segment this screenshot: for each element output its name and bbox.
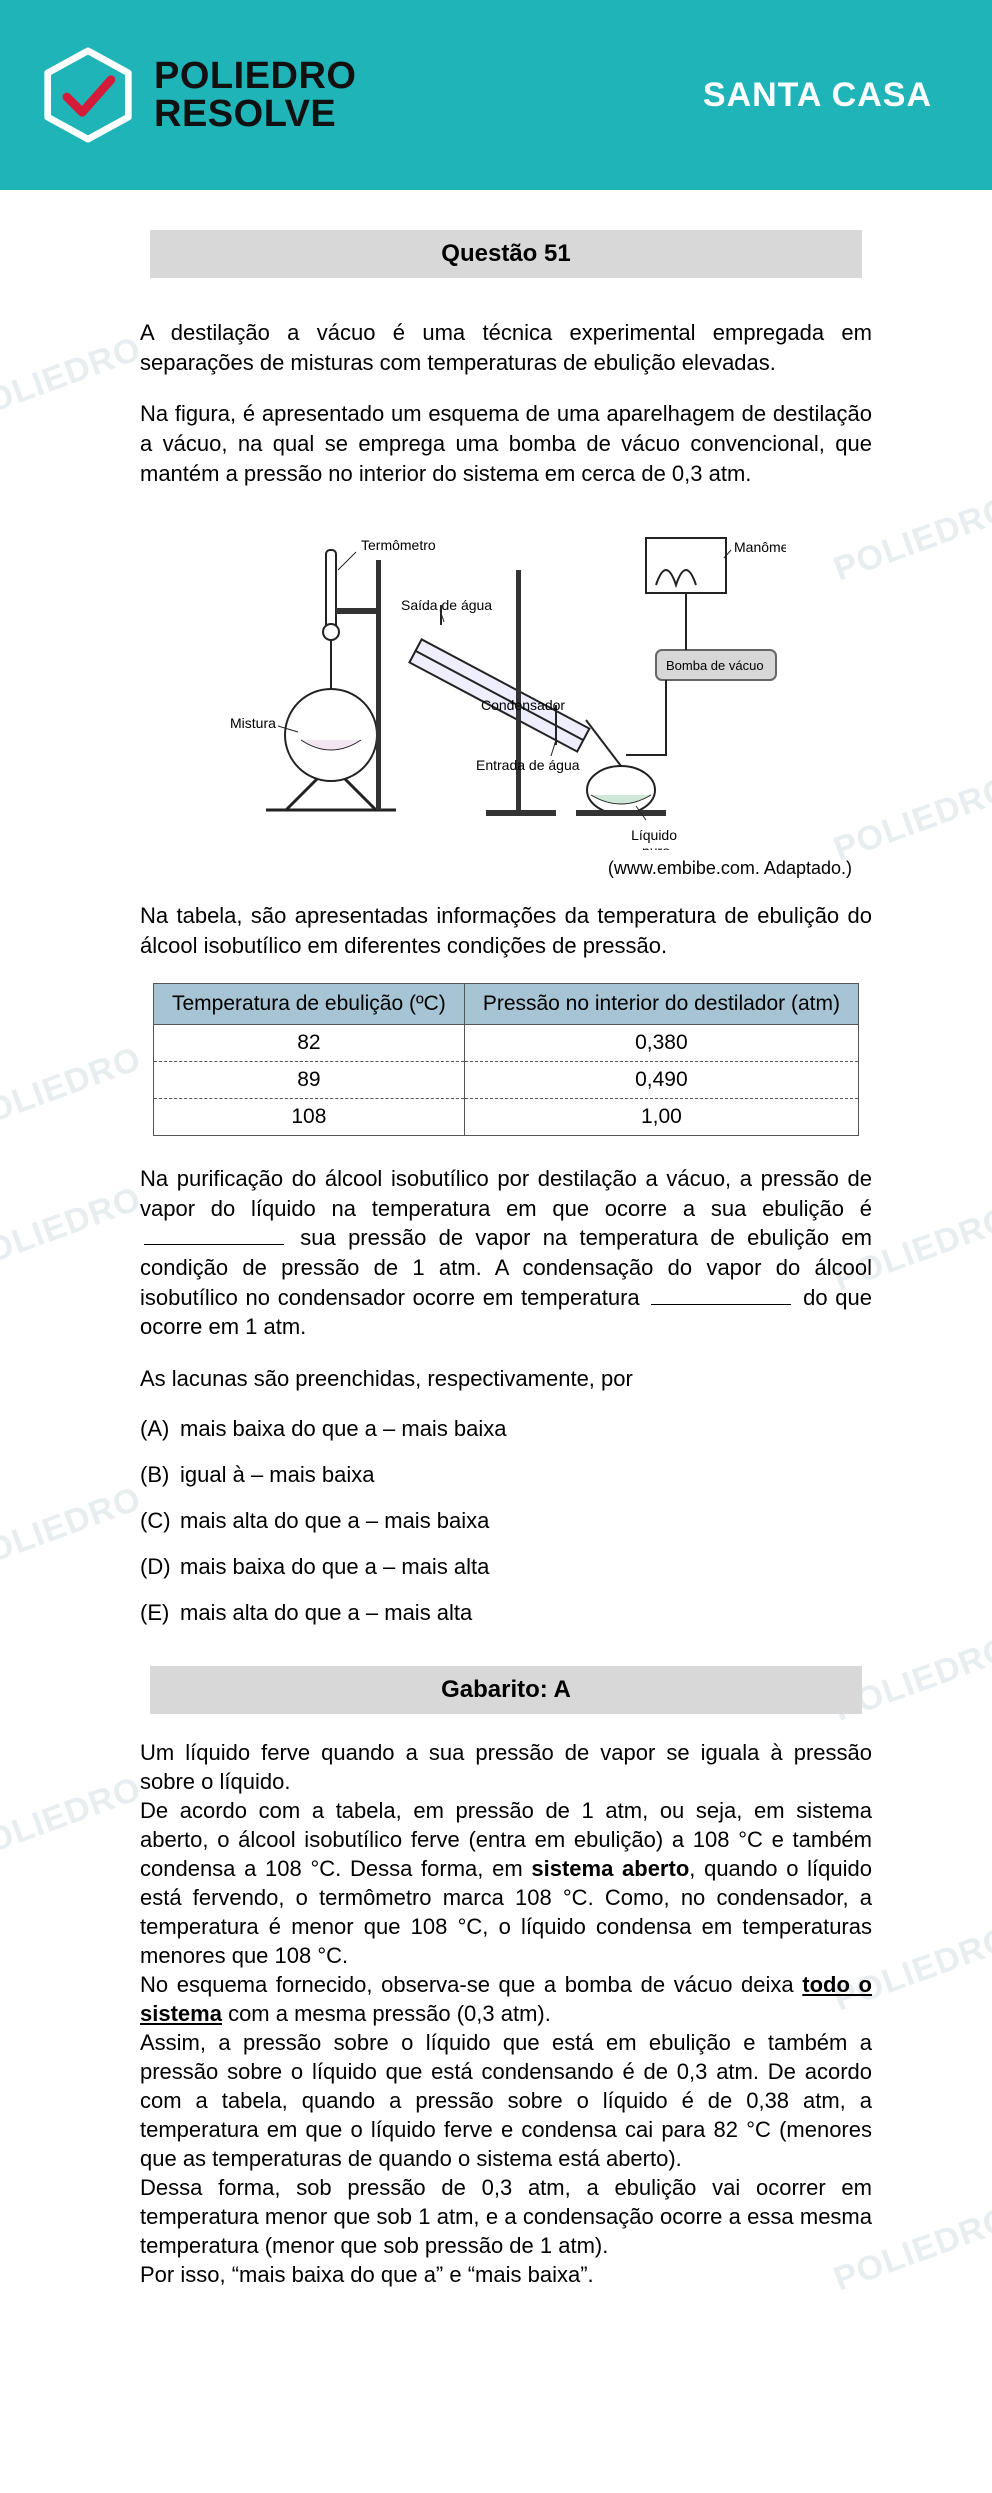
option-c: (C)mais alta do que a – mais baixa (140, 1508, 872, 1534)
label-condensador: Condensador (481, 697, 565, 713)
brand-line1: POLIEDRO (154, 57, 356, 95)
blank-1 (144, 1244, 284, 1245)
p4-pre: Na purificação do álcool isobutílico por… (140, 1166, 872, 1221)
paragraph-3: Na tabela, são apresentadas informações … (140, 901, 872, 960)
label-entrada-agua: Entrada de água (476, 757, 580, 773)
svg-text:Líquido puro: Líquido puro (631, 827, 681, 850)
brand-line2: RESOLVE (154, 95, 356, 133)
question-title: Questão 51 (150, 230, 862, 278)
brand-logo: POLIEDRO RESOLVE (40, 47, 356, 143)
options-list: (A)mais baixa do que a – mais baixa (B)i… (140, 1416, 872, 1626)
explanation-text: Um líquido ferve quando a sua pressão de… (140, 1738, 872, 2290)
header-bar: POLIEDRO RESOLVE SANTA CASA (0, 0, 992, 190)
boiling-point-table: Temperatura de ebulição (ºC) Pressão no … (153, 983, 859, 1136)
option-d: (D)mais baixa do que a – mais alta (140, 1554, 872, 1580)
p4-mid: sua pressão de vapor na temperatura de e… (140, 1225, 872, 1309)
label-termometro: Termômetro (361, 537, 436, 553)
hexagon-check-icon (40, 47, 136, 143)
options-lead: As lacunas são preenchidas, respectivame… (140, 1364, 872, 1394)
table-row: 89 0,490 (154, 1061, 859, 1098)
diagram-caption: (www.embibe.com. Adaptado.) (140, 858, 872, 879)
option-a: (A)mais baixa do que a – mais baixa (140, 1416, 872, 1442)
table-header-temp: Temperatura de ebulição (ºC) (154, 983, 465, 1024)
option-e: (E)mais alta do que a – mais alta (140, 1600, 872, 1626)
label-mistura: Mistura (230, 715, 276, 731)
paragraph-1: A destilação a vácuo é uma técnica exper… (140, 318, 872, 377)
exam-name: SANTA CASA (703, 76, 932, 115)
table-row: 82 0,380 (154, 1024, 859, 1061)
label-saida-agua: Saída de água (401, 597, 492, 613)
paragraph-2: Na figura, é apresentado um esquema de u… (140, 399, 872, 488)
brand-text: POLIEDRO RESOLVE (154, 57, 356, 133)
option-b: (B)igual à – mais baixa (140, 1462, 872, 1488)
table-row: 108 1,00 (154, 1098, 859, 1135)
label-bomba: Bomba de vácuo (666, 658, 764, 673)
label-manometro: Manômetro (734, 539, 786, 555)
answer-title: Gabarito: A (150, 1666, 862, 1714)
blank-2 (651, 1304, 791, 1305)
table-header-pressure: Pressão no interior do destilador (atm) (464, 983, 858, 1024)
content-area: Questão 51 A destilação a vácuo é uma té… (0, 190, 992, 2369)
distillation-diagram: Termômetro Saída de água Mistura Condens… (226, 510, 786, 850)
paragraph-4: Na purificação do álcool isobutílico por… (140, 1164, 872, 1342)
